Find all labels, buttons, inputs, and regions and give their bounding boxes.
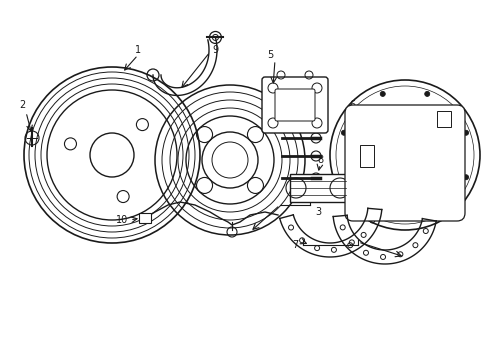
Text: 4: 4	[301, 182, 307, 192]
Text: 10: 10	[116, 215, 128, 225]
Text: 5: 5	[266, 50, 273, 60]
Circle shape	[463, 130, 468, 135]
Circle shape	[341, 130, 346, 135]
FancyBboxPatch shape	[262, 77, 327, 133]
Text: 2: 2	[19, 100, 25, 110]
Circle shape	[380, 213, 385, 219]
Text: 1: 1	[135, 45, 141, 55]
FancyBboxPatch shape	[345, 105, 464, 221]
Bar	[139, 213, 151, 223]
FancyBboxPatch shape	[274, 89, 314, 121]
Circle shape	[424, 91, 429, 96]
Text: 8: 8	[316, 155, 323, 165]
Text: 9: 9	[211, 45, 218, 55]
Circle shape	[463, 175, 468, 180]
Bar	[289, 174, 346, 202]
Circle shape	[424, 213, 429, 219]
Bar	[359, 145, 373, 167]
Circle shape	[341, 175, 346, 180]
Circle shape	[380, 91, 385, 96]
Text: 3: 3	[314, 207, 321, 217]
Text: 6: 6	[348, 100, 354, 110]
Bar	[436, 111, 450, 127]
Text: 7: 7	[291, 240, 298, 250]
